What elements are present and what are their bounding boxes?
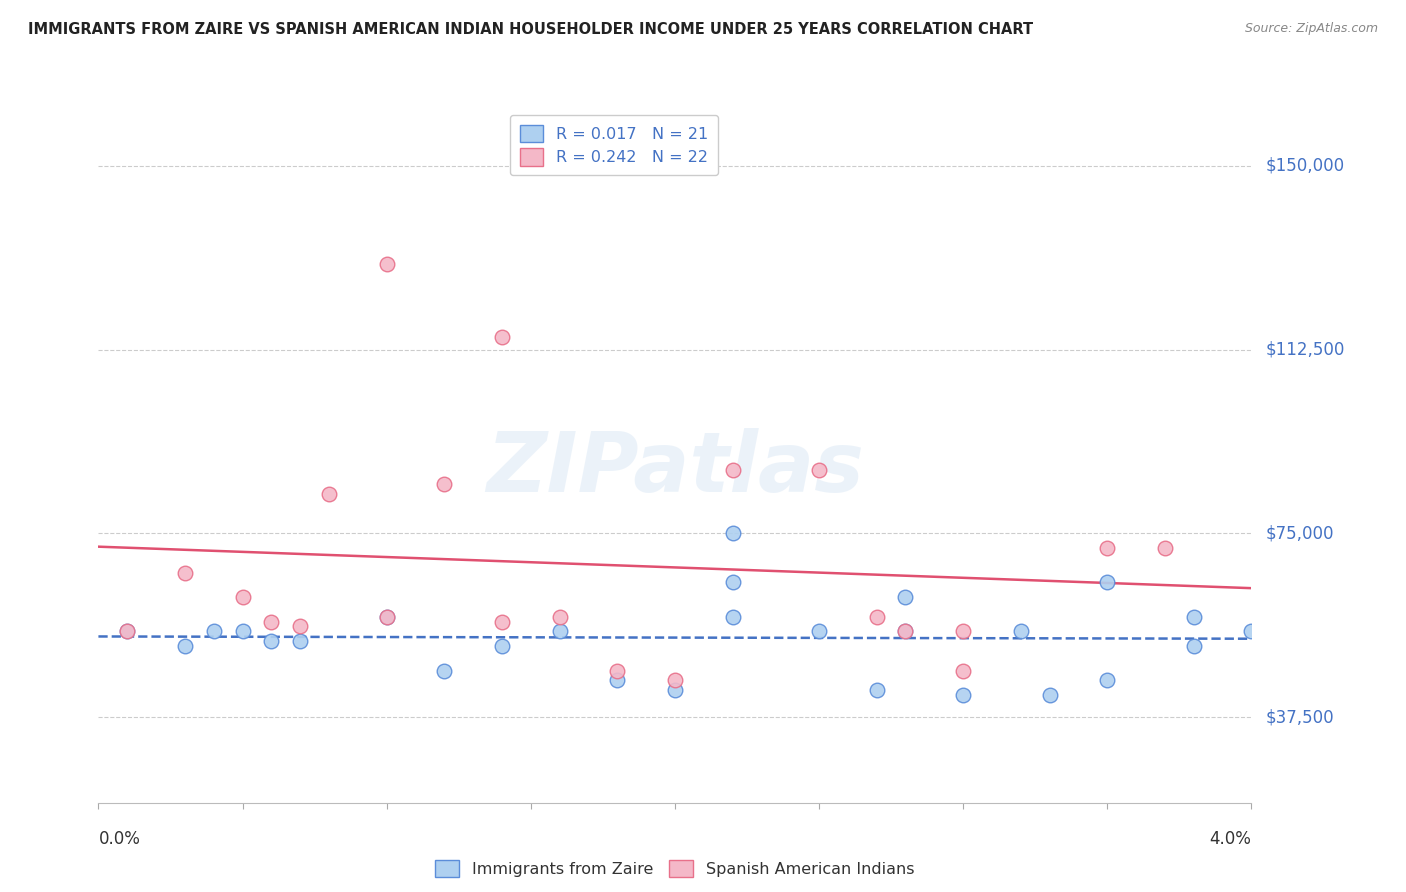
Point <box>117 624 138 639</box>
Point <box>606 673 628 688</box>
Point <box>231 624 254 639</box>
Text: ZIPatlas: ZIPatlas <box>486 428 863 509</box>
Legend: Immigrants from Zaire, Spanish American Indians: Immigrants from Zaire, Spanish American … <box>427 852 922 885</box>
Point <box>1182 639 1205 653</box>
Text: $37,500: $37,500 <box>1265 708 1334 726</box>
Point <box>290 634 312 648</box>
Point <box>231 590 254 604</box>
Point <box>174 639 197 653</box>
Point <box>721 462 744 476</box>
Point <box>491 639 513 653</box>
Point <box>1097 673 1119 688</box>
Point <box>894 590 917 604</box>
Point <box>491 615 513 629</box>
Point <box>1182 609 1205 624</box>
Point <box>260 615 283 629</box>
Point <box>202 624 225 639</box>
Point <box>1240 624 1263 639</box>
Text: 0.0%: 0.0% <box>98 830 141 847</box>
Text: 4.0%: 4.0% <box>1209 830 1251 847</box>
Point <box>548 624 571 639</box>
Point <box>807 462 830 476</box>
Point <box>1097 575 1119 590</box>
Point <box>1097 541 1119 555</box>
Point <box>1153 541 1175 555</box>
Point <box>433 477 456 491</box>
Point <box>894 624 917 639</box>
Point <box>721 575 744 590</box>
Text: $112,500: $112,500 <box>1265 341 1344 359</box>
Point <box>606 664 628 678</box>
Point <box>952 624 974 639</box>
Point <box>548 609 571 624</box>
Text: $75,000: $75,000 <box>1265 524 1334 542</box>
Point <box>174 566 197 580</box>
Point <box>117 624 138 639</box>
Point <box>375 257 398 271</box>
Point <box>375 609 398 624</box>
Point <box>721 526 744 541</box>
Point <box>807 624 830 639</box>
Point <box>1010 624 1032 639</box>
Point <box>664 683 686 698</box>
Text: $150,000: $150,000 <box>1265 157 1344 175</box>
Point <box>721 609 744 624</box>
Point <box>865 683 889 698</box>
Text: IMMIGRANTS FROM ZAIRE VS SPANISH AMERICAN INDIAN HOUSEHOLDER INCOME UNDER 25 YEA: IMMIGRANTS FROM ZAIRE VS SPANISH AMERICA… <box>28 22 1033 37</box>
Point <box>894 624 917 639</box>
Point <box>433 664 456 678</box>
Point <box>318 487 340 501</box>
Point <box>375 609 398 624</box>
Point <box>865 609 889 624</box>
Point <box>260 634 283 648</box>
Point <box>952 664 974 678</box>
Point <box>1038 688 1062 702</box>
Point <box>664 673 686 688</box>
Point <box>952 688 974 702</box>
Point <box>290 619 312 633</box>
Point <box>491 330 513 344</box>
Text: Source: ZipAtlas.com: Source: ZipAtlas.com <box>1244 22 1378 36</box>
